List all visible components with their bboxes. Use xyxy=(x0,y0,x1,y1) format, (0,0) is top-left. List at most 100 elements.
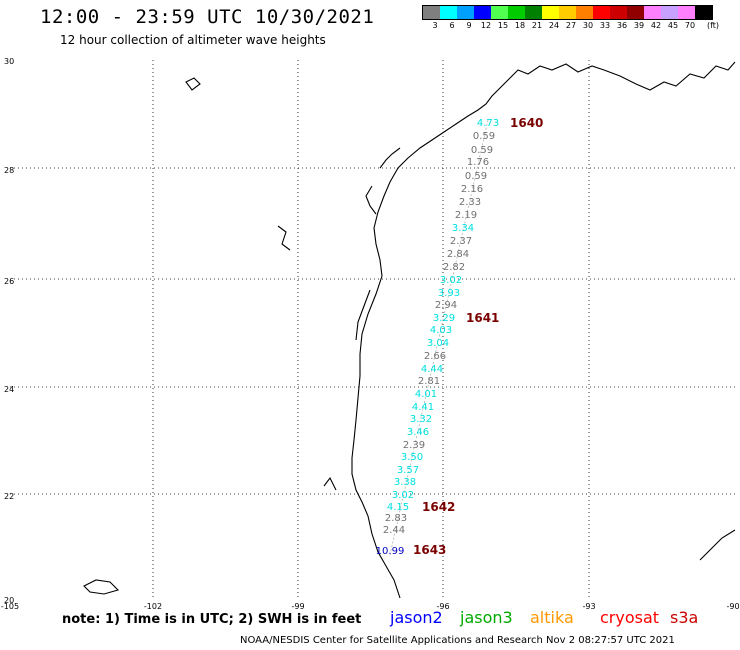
pass-time-label: 1640 xyxy=(510,116,544,130)
wave-height-observation: 2.83 xyxy=(384,513,408,524)
scale-label: 6 xyxy=(449,21,455,30)
longitude-label: -105 xyxy=(0,602,20,611)
wave-height-observation: 3.02 xyxy=(391,490,415,501)
latitude-label: 24 xyxy=(4,385,15,394)
wave-height-observation: 4.73 xyxy=(476,118,500,129)
scale-label: (ft) xyxy=(706,21,720,30)
scale-swatch xyxy=(644,6,661,19)
wave-height-observation: 2.82 xyxy=(442,262,466,273)
scale-label: 27 xyxy=(565,21,577,30)
scale-swatch xyxy=(440,6,457,19)
texas-bay-1 xyxy=(379,147,401,169)
scale-label: 15 xyxy=(497,21,509,30)
wave-height-observation: 2.39 xyxy=(402,440,426,451)
wave-height-observation: 4.44 xyxy=(420,364,444,375)
latitude-label: 20 xyxy=(4,596,15,605)
graticule xyxy=(10,60,735,600)
wave-height-observation: 3.02 xyxy=(439,275,463,286)
scale-swatch xyxy=(423,6,440,19)
wave-height-observation: 4.41 xyxy=(411,402,435,413)
wave-height-observation: 2.19 xyxy=(454,210,478,221)
satellite-legend-altika: altika xyxy=(530,608,574,627)
latitude-label: 22 xyxy=(4,492,15,501)
scale-label: 3 xyxy=(432,21,438,30)
satellite-legend-jason2: jason2 xyxy=(390,608,443,627)
wave-height-observation: 2.33 xyxy=(458,197,482,208)
scale-label: 39 xyxy=(633,21,645,30)
wave-height-observation: 3.34 xyxy=(451,223,475,234)
wave-height-observation: 0.59 xyxy=(464,171,488,182)
scale-swatch xyxy=(695,6,712,19)
wave-height-observation: 10.99 xyxy=(375,546,405,557)
wave-height-observation: 0.59 xyxy=(470,145,494,156)
wave-height-observation: 3.32 xyxy=(409,414,433,425)
pass-time-label: 1643 xyxy=(413,543,447,557)
scale-swatch xyxy=(525,6,542,19)
scale-label: 30 xyxy=(582,21,594,30)
scale-label: 36 xyxy=(616,21,628,30)
lake-1 xyxy=(185,77,201,91)
texas-bay-2 xyxy=(365,185,377,215)
scale-label: 21 xyxy=(531,21,543,30)
wave-height-observation: 4.03 xyxy=(429,325,453,336)
scale-swatch xyxy=(491,6,508,19)
footnote: note: 1) Time is in UTC; 2) SWH is in fe… xyxy=(62,612,362,627)
wave-height-observation: 3.29 xyxy=(432,313,456,324)
scale-label: 33 xyxy=(599,21,611,30)
color-scale-bar xyxy=(422,5,713,20)
scale-swatch xyxy=(474,6,491,19)
island-1 xyxy=(83,579,120,595)
scale-swatch xyxy=(542,6,559,19)
scale-swatch xyxy=(610,6,627,19)
wave-height-observation: 2.44 xyxy=(382,525,406,536)
wave-height-observation: 3.57 xyxy=(396,465,420,476)
longitude-label: -90 xyxy=(726,602,740,611)
scale-swatch xyxy=(576,6,593,19)
coastline xyxy=(83,61,736,599)
satellite-legend-jason3: jason3 xyxy=(460,608,513,627)
mexico-coast xyxy=(699,529,736,561)
satellite-legend-cryosat: cryosat xyxy=(600,608,660,627)
wave-height-observation: 4.15 xyxy=(386,502,410,513)
scale-swatch xyxy=(457,6,474,19)
wave-height-observation: 4.01 xyxy=(414,389,438,400)
credit-line: NOAA/NESDIS Center for Satellite Applica… xyxy=(240,635,675,646)
page-subtitle: 12 hour collection of altimeter wave hei… xyxy=(60,33,326,47)
lake-2 xyxy=(277,225,291,251)
latitude-label: 26 xyxy=(4,277,15,286)
longitude-label: -102 xyxy=(143,602,163,611)
scale-swatch xyxy=(678,6,695,19)
wave-height-observation: 1.76 xyxy=(466,157,490,168)
gulf-coast-line xyxy=(351,61,736,599)
wave-height-observation: 2.66 xyxy=(423,351,447,362)
lake-3 xyxy=(323,476,337,491)
wave-height-observation: 3.46 xyxy=(406,427,430,438)
scale-swatch xyxy=(627,6,644,19)
wave-height-observation: 2.37 xyxy=(449,236,473,247)
scale-label: 9 xyxy=(466,21,472,30)
scale-label: 12 xyxy=(480,21,492,30)
wave-height-observation: 2.81 xyxy=(417,376,441,387)
page-title: 12:00 - 23:59 UTC 10/30/2021 xyxy=(40,6,375,28)
scale-label: 18 xyxy=(514,21,526,30)
scale-label: 24 xyxy=(548,21,560,30)
longitude-label: -93 xyxy=(582,602,596,611)
scale-label: 42 xyxy=(650,21,662,30)
wave-height-observation: 3.50 xyxy=(400,452,424,463)
latitude-label: 28 xyxy=(4,166,15,175)
laguna-madre xyxy=(355,289,371,341)
scale-swatch xyxy=(661,6,678,19)
pass-time-label: 1642 xyxy=(422,500,456,514)
wave-height-observation: 2.94 xyxy=(434,300,458,311)
latitude-label: 30 xyxy=(4,57,15,66)
scale-swatch xyxy=(559,6,576,19)
wave-height-observation: 3.93 xyxy=(437,288,461,299)
longitude-label: -96 xyxy=(436,602,450,611)
scale-label: 45 xyxy=(667,21,679,30)
satellite-legend-s3a: s3a xyxy=(670,608,699,627)
wave-height-observation: 0.59 xyxy=(472,131,496,142)
wave-height-observation: 2.16 xyxy=(460,184,484,195)
wave-height-observation: 3.38 xyxy=(393,477,417,488)
scale-swatch xyxy=(593,6,610,19)
